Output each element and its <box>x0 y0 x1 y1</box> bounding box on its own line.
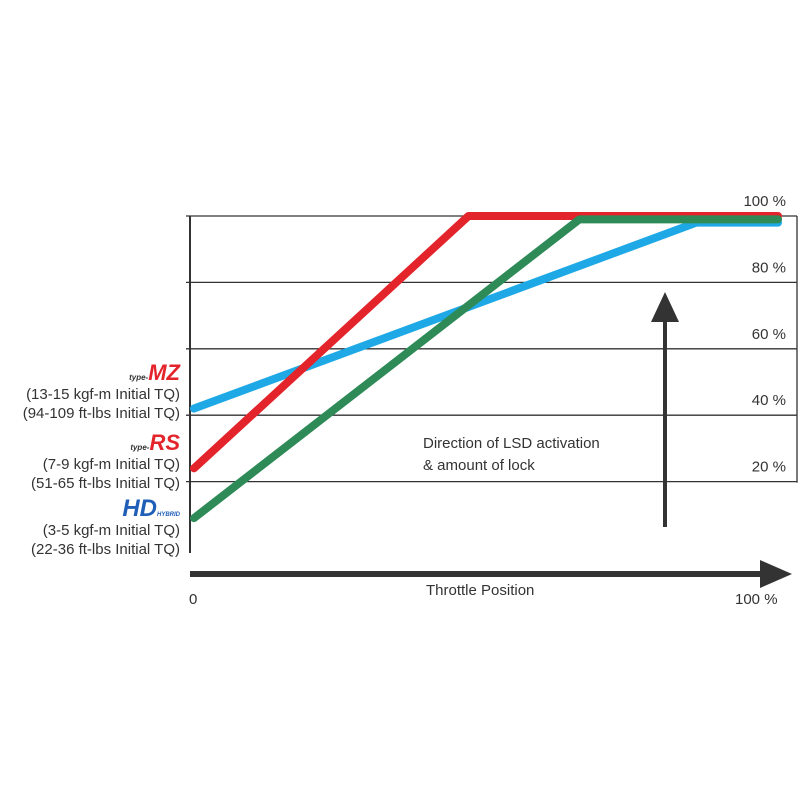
series-line-1 <box>190 212 782 473</box>
annotation-line-2: & amount of lock <box>423 457 535 474</box>
y-tick-label: 60 % <box>752 326 786 343</box>
type-rs-logo: type-RS <box>130 430 180 455</box>
x-tick-0: 0 <box>189 591 198 608</box>
mz-kgf-label: (13-15 kgf-m Initial TQ) <box>26 386 180 403</box>
annotation-line-1: Direction of LSD activation <box>423 435 600 452</box>
mz-ftlbs-label: (94-109 ft-lbs Initial TQ) <box>22 405 180 422</box>
y-tick-label: 80 % <box>752 259 786 276</box>
x-tick-100: 100 % <box>735 591 778 608</box>
series-line-2 <box>190 215 782 523</box>
y-tick-label: 20 % <box>752 459 786 476</box>
rs-ftlbs-label: (51-65 ft-lbs Initial TQ) <box>31 475 180 492</box>
y-tick-label: 40 % <box>752 392 786 409</box>
x-axis-label: Throttle Position <box>426 582 535 599</box>
lsd-arrow-head <box>651 292 679 322</box>
rs-kgf-label: (7-9 kgf-m Initial TQ) <box>42 456 180 473</box>
hd-ftlbs-label: (22-36 ft-lbs Initial TQ) <box>31 541 180 558</box>
series-line-0 <box>190 218 782 413</box>
hd-kgf-label: (3-5 kgf-m Initial TQ) <box>42 522 180 539</box>
throttle-arrow-head <box>760 560 792 588</box>
hybrid-hd-logo: HDHYBRID <box>122 495 180 522</box>
type-mz-logo: type-MZ <box>129 360 180 385</box>
y-tick-label: 100 % <box>743 193 786 210</box>
